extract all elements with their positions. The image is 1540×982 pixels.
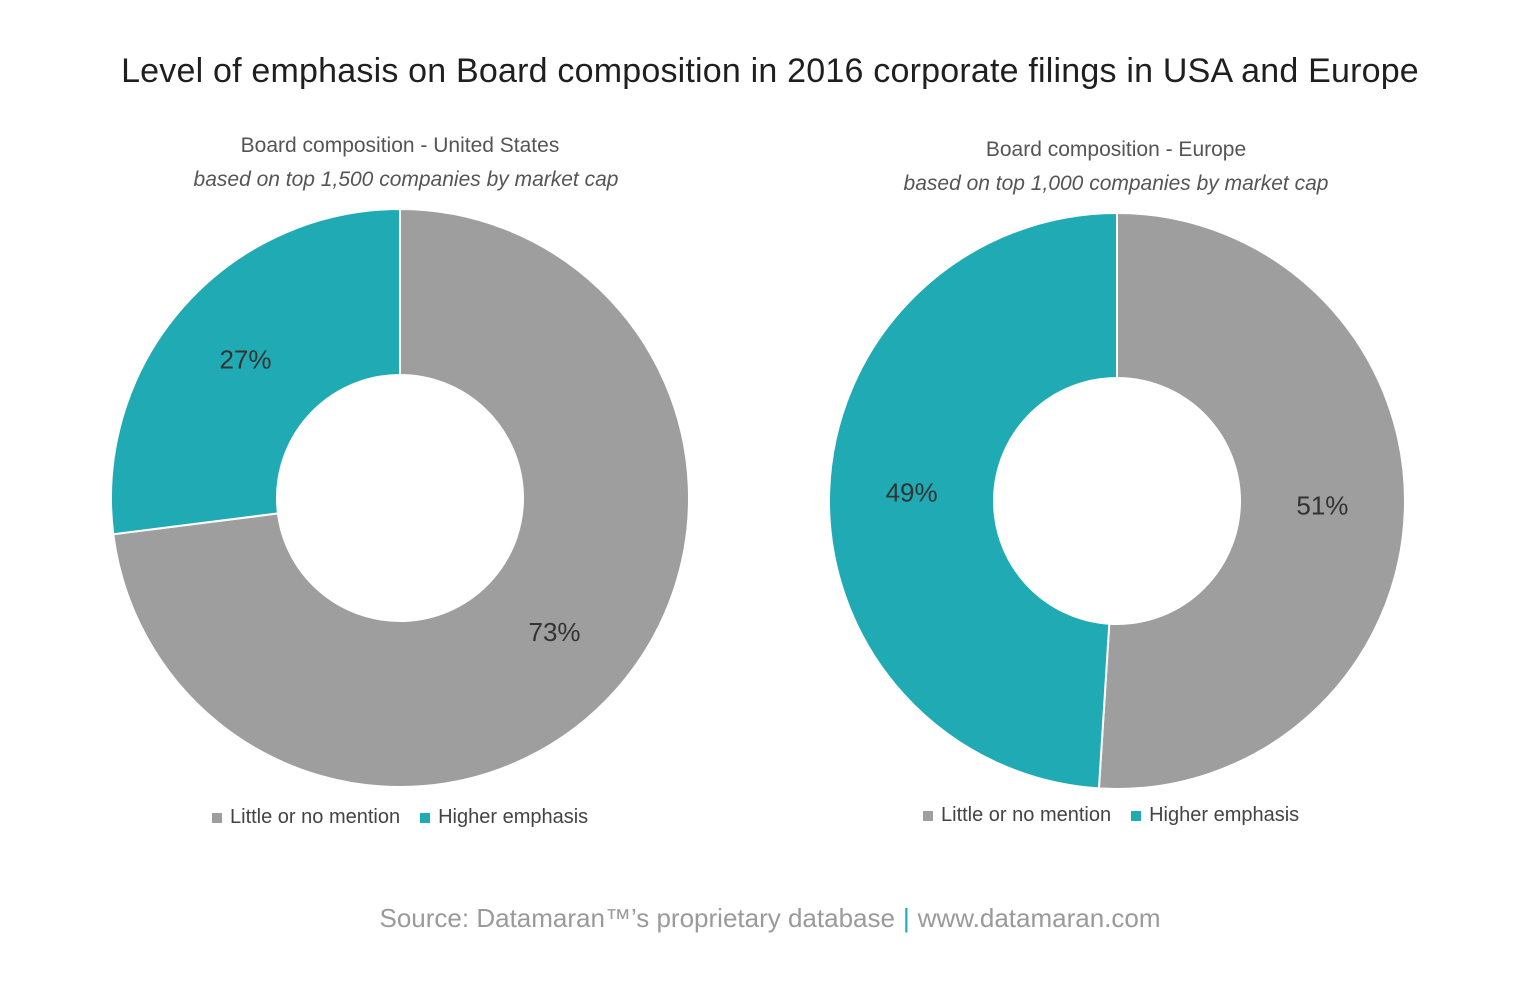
eu-legend-item-little: Little or no mention bbox=[923, 804, 1111, 827]
us-legend-label-little: Little or no mention bbox=[230, 806, 401, 828]
eu-slice-higher-emphasis bbox=[828, 211, 1118, 790]
eu-chart-title: Board composition - Europe bbox=[985, 138, 1247, 161]
source-separator: | bbox=[902, 903, 910, 933]
eu-donut-chart: 51% 49% bbox=[828, 211, 1406, 790]
us-donut-chart: 73% 27% bbox=[110, 207, 690, 788]
source-text: Source: Datamaran™’s proprietary databas… bbox=[379, 903, 895, 933]
us-slice-higher-emphasis bbox=[110, 207, 401, 536]
eu-slice-little-or-no-mention bbox=[1097, 211, 1406, 790]
eu-slice-label-higher-emphasis: 49% bbox=[886, 477, 938, 507]
us-legend-swatch-higher bbox=[420, 812, 431, 823]
us-legend-swatch-little bbox=[212, 812, 222, 823]
us-slice-little-or-no-mention bbox=[112, 207, 690, 788]
us-legend-item-higher: Higher emphasis bbox=[420, 806, 588, 829]
eu-slice-label-little-or-no-mention: 51% bbox=[1296, 490, 1348, 520]
eu-legend: Little or no mention Higher emphasis bbox=[923, 804, 1299, 827]
us-legend-label-higher: Higher emphasis bbox=[438, 806, 589, 828]
us-slice-label-higher-emphasis: 27% bbox=[219, 345, 271, 375]
eu-legend-label-higher: Higher emphasis bbox=[1149, 804, 1300, 826]
eu-legend-item-higher: Higher emphasis bbox=[1131, 804, 1299, 827]
us-legend-item-little: Little or no mention bbox=[212, 806, 400, 829]
eu-legend-swatch-little bbox=[923, 810, 933, 821]
us-chart-title: Board composition - United States bbox=[240, 134, 560, 157]
us-chart-subtitle: based on top 1,500 companies by market c… bbox=[193, 168, 619, 191]
eu-legend-swatch-higher bbox=[1131, 810, 1142, 821]
eu-chart-subtitle: based on top 1,000 companies by market c… bbox=[903, 172, 1329, 195]
us-slice-label-little-or-no-mention: 73% bbox=[528, 617, 580, 647]
us-legend: Little or no mention Higher emphasis bbox=[212, 806, 588, 829]
page-title: Level of emphasis on Board composition i… bbox=[121, 52, 1419, 90]
eu-legend-label-little: Little or no mention bbox=[941, 804, 1112, 826]
source-link[interactable]: www.datamaran.com bbox=[917, 903, 1161, 933]
source-footer: Source: Datamaran™’s proprietary databas… bbox=[0, 903, 1540, 934]
